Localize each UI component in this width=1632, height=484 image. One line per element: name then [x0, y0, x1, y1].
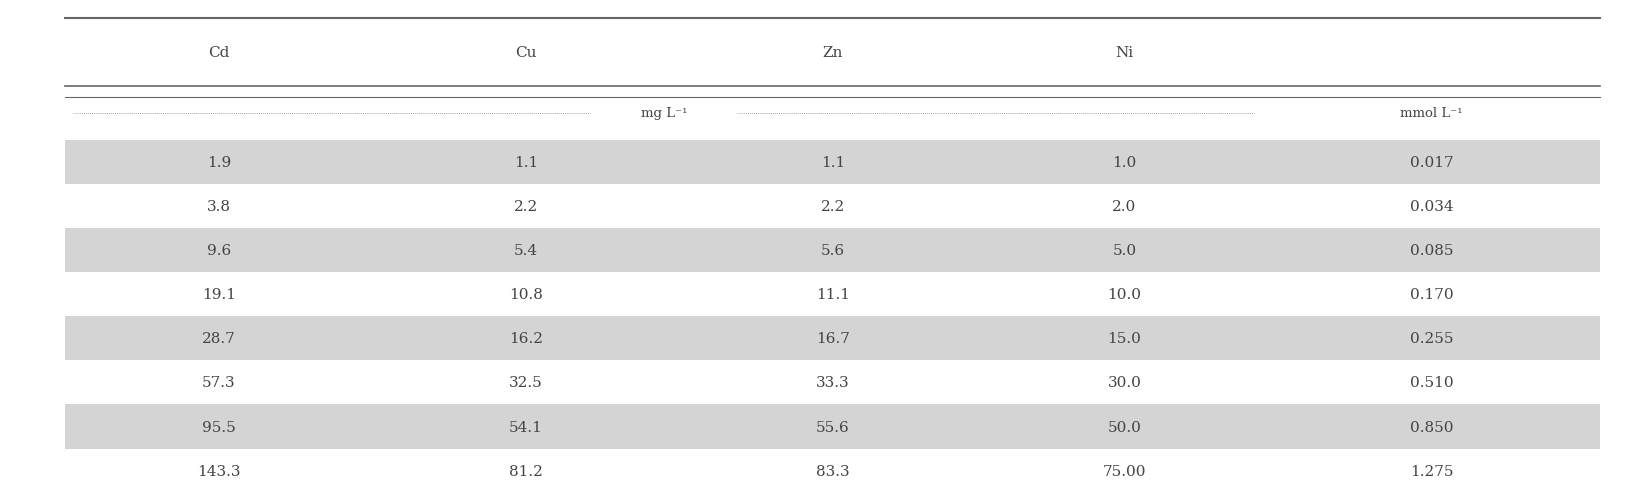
- Text: Ni: Ni: [1115, 46, 1133, 60]
- Text: 16.7: 16.7: [816, 332, 849, 346]
- Text: 50.0: 50.0: [1106, 420, 1141, 434]
- Text: 10.8: 10.8: [509, 287, 542, 302]
- Text: 0.034: 0.034: [1408, 199, 1452, 213]
- Text: 11.1: 11.1: [816, 287, 849, 302]
- Text: 10.0: 10.0: [1106, 287, 1141, 302]
- Text: 1.1: 1.1: [514, 155, 537, 169]
- Text: mg L⁻¹: mg L⁻¹: [640, 107, 687, 120]
- Text: 0.255: 0.255: [1408, 332, 1452, 346]
- Text: 15.0: 15.0: [1106, 332, 1141, 346]
- Text: 1.1: 1.1: [821, 155, 844, 169]
- Text: 95.5: 95.5: [202, 420, 235, 434]
- Text: 1.275: 1.275: [1408, 464, 1452, 478]
- Text: 5.0: 5.0: [1111, 243, 1136, 257]
- Text: mmol L⁻¹: mmol L⁻¹: [1399, 107, 1462, 120]
- Text: 1.9: 1.9: [207, 155, 230, 169]
- Text: 1.0: 1.0: [1111, 155, 1136, 169]
- Text: 143.3: 143.3: [197, 464, 240, 478]
- Text: 55.6: 55.6: [816, 420, 849, 434]
- Text: 83.3: 83.3: [816, 464, 849, 478]
- Text: 54.1: 54.1: [509, 420, 542, 434]
- Text: 75.00: 75.00: [1102, 464, 1146, 478]
- Text: 57.3: 57.3: [202, 376, 235, 390]
- Text: 2.2: 2.2: [821, 199, 844, 213]
- Text: 81.2: 81.2: [509, 464, 542, 478]
- Text: Zn: Zn: [823, 46, 842, 60]
- Text: Cu: Cu: [514, 46, 537, 60]
- Bar: [65, 405, 1599, 449]
- Text: 0.510: 0.510: [1408, 376, 1452, 390]
- Text: Cd: Cd: [207, 46, 230, 60]
- Text: 2.0: 2.0: [1111, 199, 1136, 213]
- Text: 33.3: 33.3: [816, 376, 849, 390]
- Text: 28.7: 28.7: [202, 332, 235, 346]
- Text: 0.850: 0.850: [1408, 420, 1452, 434]
- Text: 2.2: 2.2: [514, 199, 537, 213]
- Text: 0.017: 0.017: [1408, 155, 1452, 169]
- Bar: [65, 228, 1599, 272]
- Text: 30.0: 30.0: [1106, 376, 1141, 390]
- Bar: [65, 140, 1599, 184]
- Text: 0.085: 0.085: [1408, 243, 1452, 257]
- Text: 32.5: 32.5: [509, 376, 542, 390]
- Text: 9.6: 9.6: [207, 243, 230, 257]
- Bar: [65, 317, 1599, 361]
- Text: 5.4: 5.4: [514, 243, 537, 257]
- Text: 0.170: 0.170: [1408, 287, 1452, 302]
- Text: 3.8: 3.8: [207, 199, 230, 213]
- Text: 16.2: 16.2: [509, 332, 542, 346]
- Text: 19.1: 19.1: [202, 287, 235, 302]
- Text: 5.6: 5.6: [821, 243, 844, 257]
